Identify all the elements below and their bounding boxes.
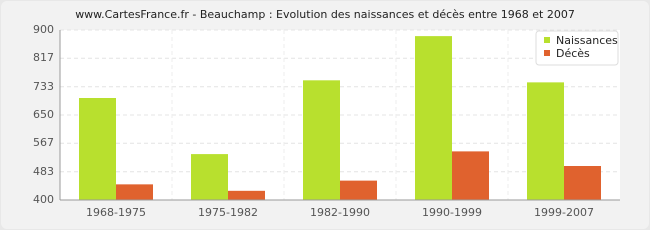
legend-box <box>535 30 619 66</box>
bar <box>79 98 116 200</box>
bar <box>564 166 601 200</box>
bar <box>452 151 489 200</box>
bar <box>228 190 265 200</box>
y-tick-label: 900 <box>33 23 54 36</box>
bar <box>116 184 153 200</box>
y-tick-label: 817 <box>33 51 54 64</box>
chart-title: www.CartesFrance.fr - Beauchamp : Evolut… <box>75 8 575 21</box>
y-tick-label: 567 <box>33 136 54 149</box>
x-tick-label: 1975-1982 <box>198 206 258 219</box>
x-tick-label: 1982-1990 <box>310 206 370 219</box>
bar <box>415 36 452 201</box>
bar <box>191 154 228 200</box>
y-tick-label: 483 <box>33 165 54 178</box>
y-tick-label: 733 <box>33 80 54 93</box>
bar <box>340 180 377 200</box>
x-tick-label: 1990-1999 <box>422 206 482 219</box>
x-tick-label: 1968-1975 <box>86 206 146 219</box>
legend-swatch <box>544 37 550 43</box>
legend-label: Décès <box>556 47 590 60</box>
bar <box>527 82 564 200</box>
y-tick-label: 650 <box>33 108 54 121</box>
legend-label: Naissances <box>556 34 618 47</box>
x-tick-label: 1999-2007 <box>534 206 594 219</box>
legend-swatch <box>544 50 550 56</box>
y-tick-label: 400 <box>33 193 54 206</box>
chart: www.CartesFrance.fr - Beauchamp : Evolut… <box>0 0 650 230</box>
bar <box>303 80 340 200</box>
